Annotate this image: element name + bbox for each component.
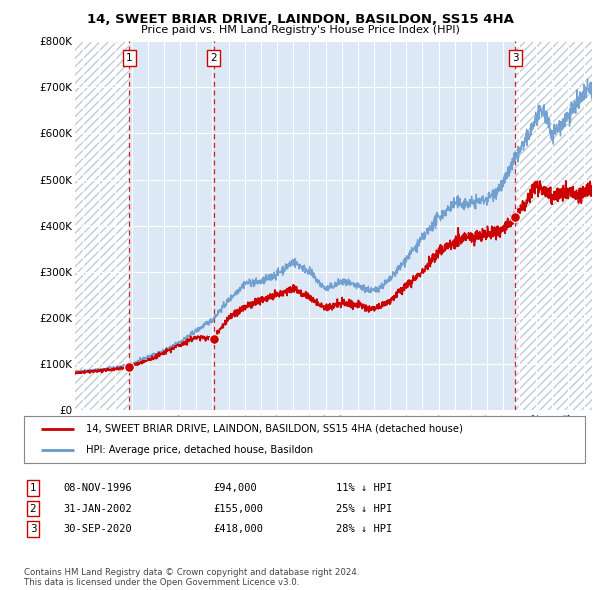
Text: 3: 3	[512, 53, 519, 63]
Text: Price paid vs. HM Land Registry's House Price Index (HPI): Price paid vs. HM Land Registry's House …	[140, 25, 460, 35]
Text: £155,000: £155,000	[213, 504, 263, 513]
Text: 1: 1	[126, 53, 133, 63]
Text: £94,000: £94,000	[213, 483, 257, 493]
Text: 3: 3	[29, 525, 37, 534]
Bar	[130, 41, 515, 410]
Text: 11% ↓ HPI: 11% ↓ HPI	[336, 483, 392, 493]
Bar	[75, 41, 130, 410]
Text: 31-JAN-2002: 31-JAN-2002	[63, 504, 132, 513]
Text: 08-NOV-1996: 08-NOV-1996	[63, 483, 132, 493]
Text: 14, SWEET BRIAR DRIVE, LAINDON, BASILDON, SS15 4HA: 14, SWEET BRIAR DRIVE, LAINDON, BASILDON…	[86, 13, 514, 26]
Text: 25% ↓ HPI: 25% ↓ HPI	[336, 504, 392, 513]
Text: 14, SWEET BRIAR DRIVE, LAINDON, BASILDON, SS15 4HA (detached house): 14, SWEET BRIAR DRIVE, LAINDON, BASILDON…	[86, 424, 463, 434]
Text: 30-SEP-2020: 30-SEP-2020	[63, 525, 132, 534]
Text: 1: 1	[29, 483, 37, 493]
Text: Contains HM Land Registry data © Crown copyright and database right 2024.: Contains HM Land Registry data © Crown c…	[24, 568, 359, 577]
Text: 2: 2	[211, 53, 217, 63]
Text: £418,000: £418,000	[213, 525, 263, 534]
Text: 2: 2	[29, 504, 37, 513]
Bar	[515, 41, 592, 410]
Text: This data is licensed under the Open Government Licence v3.0.: This data is licensed under the Open Gov…	[24, 578, 299, 588]
Text: HPI: Average price, detached house, Basildon: HPI: Average price, detached house, Basi…	[86, 445, 313, 455]
Text: 28% ↓ HPI: 28% ↓ HPI	[336, 525, 392, 534]
